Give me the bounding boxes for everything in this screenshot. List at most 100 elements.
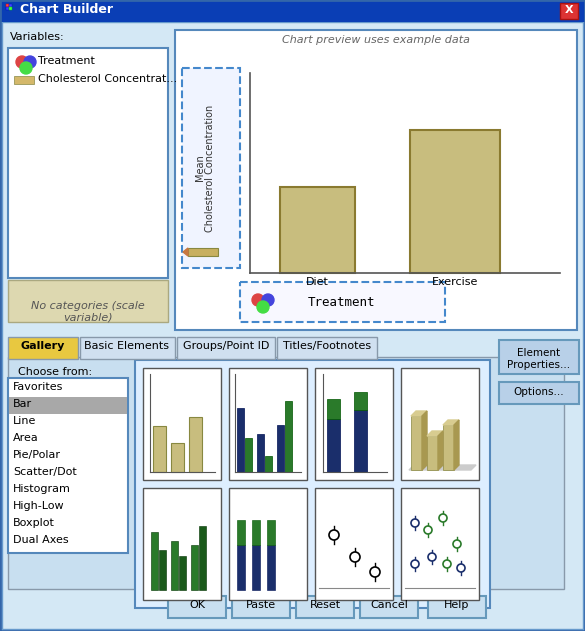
Polygon shape: [411, 411, 427, 416]
Bar: [560, 3, 578, 19]
Polygon shape: [438, 431, 443, 470]
Bar: [245, 68, 565, 273]
Bar: [9, 397, 127, 414]
Text: Options...: Options...: [514, 387, 565, 397]
Bar: [143, 368, 221, 480]
Text: Cancel: Cancel: [370, 600, 408, 610]
Polygon shape: [422, 411, 427, 470]
Polygon shape: [427, 431, 443, 436]
Text: Chart preview uses example data: Chart preview uses example data: [282, 35, 470, 45]
Bar: [327, 399, 340, 419]
Bar: [80, 337, 175, 359]
Bar: [240, 282, 445, 322]
Bar: [199, 526, 206, 590]
Bar: [8, 357, 564, 589]
Bar: [135, 360, 490, 608]
Bar: [6, 7, 9, 10]
Bar: [354, 410, 367, 472]
Text: Histogram: Histogram: [13, 484, 71, 494]
Bar: [171, 443, 184, 472]
Bar: [0, 0, 585, 22]
Circle shape: [16, 56, 28, 68]
Text: Line: Line: [13, 416, 36, 426]
Bar: [267, 520, 275, 545]
Polygon shape: [183, 248, 188, 256]
Bar: [8, 337, 78, 359]
Bar: [8, 48, 168, 278]
Bar: [327, 419, 340, 472]
Circle shape: [20, 62, 32, 74]
Bar: [229, 368, 307, 480]
Circle shape: [428, 553, 436, 561]
Bar: [499, 340, 579, 374]
Bar: [232, 596, 290, 618]
Bar: [14, 76, 34, 84]
Bar: [182, 68, 240, 268]
Text: Variables:: Variables:: [10, 32, 64, 42]
Bar: [151, 532, 158, 590]
Polygon shape: [454, 420, 459, 470]
Text: OK: OK: [189, 600, 205, 610]
Bar: [171, 541, 178, 590]
Text: Dual Axes: Dual Axes: [13, 535, 68, 545]
Circle shape: [411, 519, 419, 527]
Text: Cholesterol Concentration: Cholesterol Concentration: [205, 104, 215, 232]
Bar: [189, 417, 202, 472]
Text: X: X: [565, 5, 573, 15]
Circle shape: [257, 301, 269, 313]
Text: Groups/Point ID: Groups/Point ID: [183, 341, 269, 351]
Text: Treatment: Treatment: [38, 56, 95, 66]
Bar: [280, 187, 355, 273]
Text: Favorites: Favorites: [13, 382, 63, 392]
Bar: [265, 456, 272, 472]
Bar: [499, 382, 579, 404]
Bar: [191, 545, 198, 590]
Text: Element
Properties...: Element Properties...: [507, 348, 570, 370]
Bar: [229, 488, 307, 600]
Text: High-Low: High-Low: [13, 501, 64, 511]
Text: Scatter/Dot: Scatter/Dot: [13, 467, 77, 477]
Text: Pie/Polar: Pie/Polar: [13, 450, 61, 460]
Bar: [401, 488, 479, 600]
Bar: [159, 550, 166, 590]
Bar: [177, 337, 275, 359]
Text: Area: Area: [13, 433, 39, 443]
Text: Gallery: Gallery: [21, 341, 65, 351]
Circle shape: [252, 294, 264, 306]
Text: Chart Builder: Chart Builder: [20, 3, 113, 16]
Bar: [354, 392, 367, 410]
Polygon shape: [409, 465, 476, 470]
Bar: [257, 434, 264, 472]
Bar: [427, 436, 438, 470]
Circle shape: [439, 514, 447, 522]
Circle shape: [370, 567, 380, 577]
Circle shape: [24, 56, 36, 68]
Bar: [153, 426, 166, 472]
Text: Treatment: Treatment: [308, 295, 376, 309]
Bar: [411, 416, 422, 470]
Text: Basic Elements: Basic Elements: [84, 341, 170, 351]
Bar: [443, 425, 454, 470]
Circle shape: [457, 564, 465, 572]
Circle shape: [350, 552, 360, 562]
Bar: [410, 130, 500, 273]
Text: Bar: Bar: [13, 399, 32, 409]
Circle shape: [453, 540, 461, 548]
Bar: [188, 248, 218, 256]
Bar: [401, 368, 479, 480]
Text: Exercise: Exercise: [432, 277, 478, 287]
Bar: [315, 488, 393, 600]
Circle shape: [329, 530, 339, 540]
Bar: [8, 378, 128, 553]
Bar: [252, 545, 260, 590]
Bar: [9, 7, 12, 10]
Bar: [179, 556, 186, 590]
Text: Mean: Mean: [195, 155, 205, 181]
Bar: [9, 4, 12, 7]
Bar: [277, 337, 377, 359]
Text: Cholesterol Concentrat...: Cholesterol Concentrat...: [38, 74, 177, 84]
Bar: [252, 520, 260, 545]
Bar: [237, 408, 244, 472]
Text: Paste: Paste: [246, 600, 276, 610]
Bar: [267, 545, 275, 590]
